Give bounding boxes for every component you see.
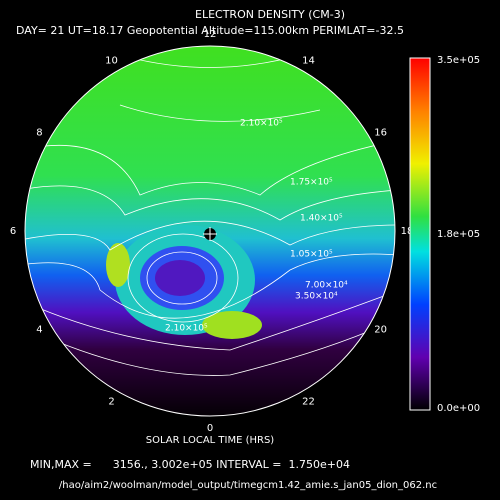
local-time-label: 14	[302, 55, 315, 66]
colorbar-label: 1.8e+05	[437, 229, 480, 240]
local-time-label: 10	[105, 55, 118, 66]
contour-label: 7.00×10⁴	[305, 281, 348, 291]
file-path: /hao/aim2/woolman/model_output/timegcm1.…	[59, 480, 437, 491]
contour-label: 3.50×10⁴	[295, 292, 338, 302]
subtitle: DAY= 21 UT=18.17 Geopotential Altitude=1…	[16, 24, 404, 37]
map	[25, 46, 395, 416]
local-time-label: 16	[374, 128, 387, 139]
density-region	[155, 260, 205, 296]
axis-label: SOLAR LOCAL TIME (HRS)	[146, 435, 275, 446]
local-time-label: 4	[36, 325, 42, 336]
colorbar-labels: 3.5e+05 1.8e+05 0.0e+00	[437, 55, 480, 414]
local-time-label: 18	[401, 226, 414, 237]
local-time-labels: 0 2 4 6 8 10 12 14 16 18 20 22	[10, 29, 414, 434]
local-time-label: 22	[302, 397, 315, 408]
title: ELECTRON DENSITY (CM-3)	[195, 8, 345, 21]
contour-label: 1.05×10⁵	[290, 250, 333, 260]
local-time-label: 0	[207, 423, 213, 434]
local-time-label: 12	[204, 29, 217, 40]
contour-label: 2.10×10⁵	[240, 119, 283, 129]
disk-edge	[24, 45, 396, 417]
contours	[25, 54, 395, 376]
contour-label: 1.40×10⁵	[300, 214, 343, 224]
contour-labels: 2.10×10⁵ 1.75×10⁵ 1.40×10⁵ 1.05×10⁵ 7.00×10⁴…	[165, 119, 348, 334]
local-time-label: 8	[36, 128, 42, 139]
local-time-label: 20	[374, 325, 387, 336]
local-time-label: 2	[108, 397, 114, 408]
contour-label: 2.10×10⁵	[165, 324, 208, 334]
colorbar	[409, 57, 431, 411]
colorbar-label: 0.0e+00	[437, 403, 480, 414]
local-time-label: 6	[10, 226, 16, 237]
contour-label: 1.75×10⁵	[290, 178, 333, 188]
colorbar-label: 3.5e+05	[437, 55, 480, 66]
density-region	[106, 243, 130, 287]
stats: MIN,MAX = 3156., 3.002e+05 INTERVAL = 1.…	[30, 458, 350, 471]
density-region	[202, 311, 262, 339]
